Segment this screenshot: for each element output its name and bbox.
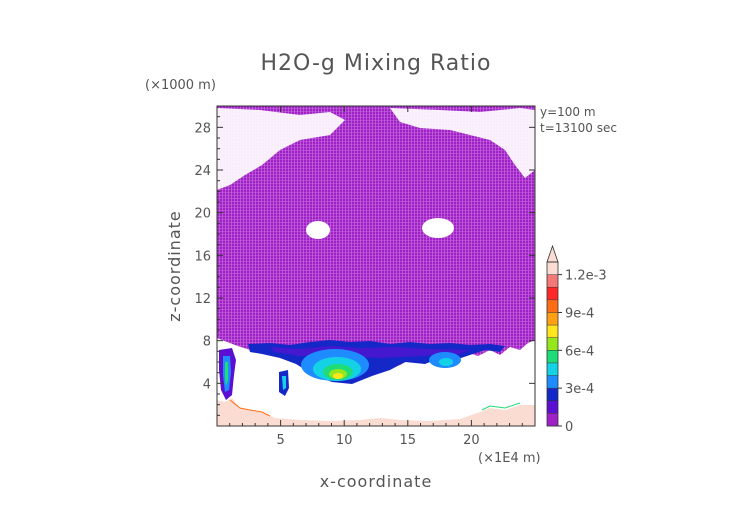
core-center xyxy=(333,373,343,379)
patch-right-inner xyxy=(439,358,453,366)
x-tick-label: 5 xyxy=(276,433,284,448)
chart-title: H2O-g Mixing Ratio xyxy=(261,51,492,76)
hole-mid-right xyxy=(422,218,454,238)
x-axis-label: x-coordinate xyxy=(320,472,433,491)
colorbar-swatch xyxy=(547,312,558,326)
y-tick-label: 16 xyxy=(194,249,211,264)
x-ticks: 5 10 15 20 xyxy=(229,106,523,448)
colorbar-tick-label: 9e-4 xyxy=(565,306,594,321)
colorbar-tick-label: 0 xyxy=(565,420,573,435)
hole-mid-left xyxy=(306,221,330,239)
x-tick-label: 15 xyxy=(400,433,417,448)
colorbar-tick-label: 6e-4 xyxy=(565,344,594,359)
left-plume-core xyxy=(225,362,228,386)
colorbar-tick-label: 3e-4 xyxy=(565,382,594,397)
colorbar-tick-label: 1.2e-3 xyxy=(565,269,607,284)
colorbar: 0 3e-4 6e-4 9e-4 1.2e-3 xyxy=(546,244,607,435)
y-ticks: 4 8 12 16 20 24 28 xyxy=(194,116,535,416)
annotation-y: y=100 m xyxy=(540,105,596,119)
y-tick-label: 12 xyxy=(194,292,211,307)
colorbar-swatch xyxy=(547,400,558,414)
y-tick-label: 20 xyxy=(194,207,211,222)
hole-upper-right xyxy=(390,108,535,178)
hole-upper-left xyxy=(217,108,345,190)
x-tick-label: 20 xyxy=(463,433,480,448)
plot-field xyxy=(217,106,535,426)
y-tick-label: 4 xyxy=(203,377,211,392)
y-axis-label: z-coordinate xyxy=(165,210,184,322)
colorbar-swatch xyxy=(547,325,558,338)
colorbar-swatch xyxy=(547,337,558,351)
colorbar-swatch xyxy=(547,299,558,313)
colorbar-swatch xyxy=(547,287,558,300)
colorbar-swatch xyxy=(547,362,558,376)
y-tick-label: 8 xyxy=(203,335,211,350)
region-surface-layer xyxy=(217,398,535,426)
plume-x5-core xyxy=(282,376,286,390)
colorbar-swatch xyxy=(547,350,558,363)
colorbar-swatch xyxy=(547,375,558,389)
colorbar-swatch xyxy=(547,388,558,401)
region-upper-moist-layer xyxy=(217,106,535,382)
annotation-t: t=13100 sec xyxy=(540,121,617,135)
colorbar-arrow xyxy=(546,244,559,263)
x-tick-label: 10 xyxy=(336,433,353,448)
surface-edge-right xyxy=(481,402,521,411)
y-tick-label: 24 xyxy=(194,164,211,179)
x-unit-label: (×1E4 m) xyxy=(478,451,541,466)
y-unit-label: (×1000 m) xyxy=(145,78,216,93)
colorbar-swatch xyxy=(547,274,558,288)
colorbar-swatch xyxy=(547,413,558,426)
colorbar-swatch xyxy=(547,262,558,275)
y-tick-label: 28 xyxy=(194,121,211,136)
surface-edge xyxy=(229,399,271,417)
